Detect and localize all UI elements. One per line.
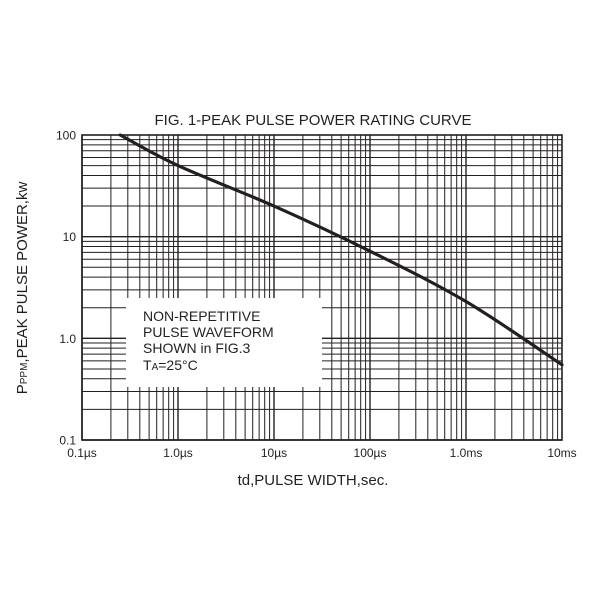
- temperature-subscript: A: [152, 362, 159, 373]
- x-tick-label: 1.0ms: [450, 446, 483, 460]
- annotation-line-2: PULSE WAVEFORM: [143, 324, 274, 340]
- x-tick-label: 0.1µs: [67, 446, 97, 460]
- annotation-line-3: SHOWN in FIG.3: [143, 340, 251, 356]
- plot-background: [82, 135, 562, 440]
- temperature-condition: TA=25°C: [143, 357, 198, 373]
- temperature-value: =25°C: [158, 357, 197, 373]
- plot-area: [81, 134, 563, 441]
- y-tick-label: 100: [56, 129, 76, 143]
- power-rating-curve: [118, 133, 564, 367]
- y-axis-label: PPPM,PEAK PULSE POWER,kw: [14, 182, 31, 395]
- x-tick-labels: 0.1µs 1.0µs 10µs 100µs 1.0ms 10ms: [67, 446, 576, 460]
- temperature-symbol: T: [143, 357, 152, 373]
- y-axis-description: ,PEAK PULSE POWER,kw: [14, 182, 31, 363]
- plot-border: [81, 134, 563, 441]
- annotation-background: [126, 298, 322, 387]
- annotation-box: NON-REPETITIVE PULSE WAVEFORM SHOWN in F…: [126, 298, 322, 387]
- y-tick-label: 1.0: [59, 332, 76, 346]
- x-tick-label: 10µs: [261, 446, 287, 460]
- y-tick-label: 10: [63, 230, 77, 244]
- x-tick-label: 1.0µs: [163, 446, 193, 460]
- y-axis-symbol: P: [14, 384, 31, 394]
- chart-title: FIG. 1-PEAK PULSE POWER RATING CURVE: [154, 112, 471, 129]
- y-tick-labels: 0.1 1.0 10 100: [56, 129, 76, 448]
- x-axis-label: td,PULSE WIDTH,sec.: [238, 472, 389, 489]
- y-axis-symbol-subscript: PPM: [19, 363, 30, 385]
- x-tick-label: 10ms: [547, 446, 576, 460]
- y-tick-label: 0.1: [59, 434, 76, 448]
- x-tick-label: 100µs: [354, 446, 387, 460]
- annotation-line-1: NON-REPETITIVE: [143, 308, 260, 324]
